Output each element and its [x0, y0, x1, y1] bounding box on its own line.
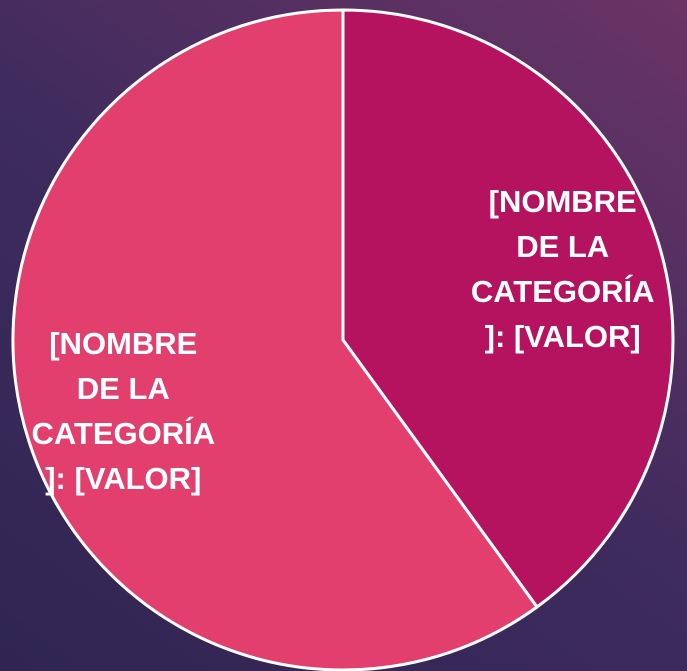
pie-slice — [341, 8, 675, 610]
pie-slice — [11, 8, 540, 671]
data-label: [NOMBRE DE LA CATEGORÍA]: [VALOR] — [470, 183, 655, 354]
data-label: [NOMBRE DE LA CATEGORÍA]: [VALOR] — [31, 326, 216, 497]
